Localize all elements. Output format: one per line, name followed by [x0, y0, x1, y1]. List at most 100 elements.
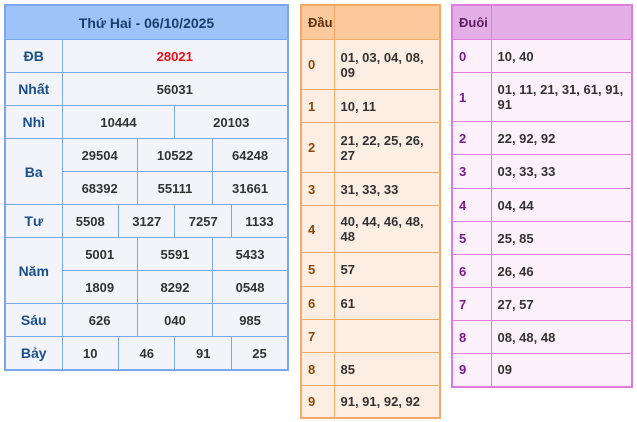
prize-number: 3127 — [117, 204, 176, 238]
prize-number: 10444 — [61, 105, 176, 139]
results-table: Thứ Hai - 06/10/2025 ĐB 28021 Nhất 56031 Nhì… — [4, 4, 289, 371]
dau-digit: 5 — [300, 252, 335, 287]
prize-number: 1133 — [230, 204, 289, 238]
duoi-numbers: 04, 44 — [490, 188, 633, 222]
prize-number: 10 — [61, 336, 119, 371]
duoi-numbers: 26, 46 — [490, 254, 633, 288]
prize-number: 56031 — [61, 72, 289, 106]
dau-digit: 8 — [300, 352, 335, 386]
prize-label: Năm — [4, 237, 63, 304]
prize-row: Năm 5001 5591 5433 — [4, 237, 289, 304]
dau-row: 2 21, 22, 25, 26, 27 — [300, 122, 441, 173]
prize-label: Nhì — [4, 105, 63, 139]
dau-row: 6 61 — [300, 286, 441, 320]
prize-number: 7257 — [174, 204, 232, 238]
duoi-digit: 0 — [451, 39, 492, 73]
dau-numbers: 85 — [333, 352, 441, 386]
prize-number: 5001 — [61, 237, 138, 271]
dau-digit: 6 — [300, 286, 335, 320]
prize-number: 31661 — [212, 171, 289, 205]
prize-row: ĐB 28021 — [4, 39, 289, 73]
dau-numbers: 21, 22, 25, 26, 27 — [333, 122, 441, 173]
prize-label: ĐB — [4, 39, 63, 73]
duoi-digit: 5 — [451, 221, 492, 255]
results-title: Thứ Hai - 06/10/2025 — [4, 4, 289, 40]
prize-number: 25 — [230, 336, 289, 371]
prize-number: 626 — [61, 303, 138, 337]
duoi-row: 8 08, 48, 48 — [451, 320, 633, 354]
duoi-digit: 6 — [451, 254, 492, 288]
prize-number: 29504 — [61, 138, 138, 172]
dau-numbers: 91, 91, 92, 92 — [333, 385, 441, 418]
dau-numbers: 10, 11 — [333, 89, 441, 123]
dau-numbers: 01, 03, 04, 08, 09 — [333, 39, 441, 90]
dau-numbers: 61 — [333, 286, 441, 320]
prize-number: 040 — [136, 303, 214, 337]
duoi-row: 9 09 — [451, 353, 633, 387]
dau-numbers: 57 — [333, 252, 441, 287]
duoi-numbers: 10, 40 — [490, 39, 633, 73]
prize-label: Nhất — [4, 72, 63, 106]
duoi-digit: 3 — [451, 154, 492, 189]
prize-number: 55111 — [136, 171, 214, 205]
dau-row: 8 85 — [300, 352, 441, 386]
dau-numbers: 31, 33, 33 — [333, 172, 441, 206]
prize-row: 68392 55111 31661 — [5, 171, 289, 205]
dau-digit: 7 — [300, 319, 335, 353]
dau-digit: 4 — [300, 205, 335, 253]
duoi-numbers: 03, 33, 33 — [490, 154, 633, 189]
prize-label: Bảy — [4, 336, 63, 371]
prize-label: Tư — [4, 204, 63, 238]
dau-digit: 3 — [300, 172, 335, 206]
prize-number: 20103 — [174, 105, 289, 139]
prize-number: 0548 — [212, 270, 289, 304]
prize-number: 28021 — [61, 39, 289, 73]
dau-digit: 2 — [300, 122, 335, 173]
dau-row: 4 40, 44, 46, 48, 48 — [300, 205, 441, 253]
prize-row: Bảy 10 46 91 25 — [4, 336, 289, 371]
prize-number: 68392 — [61, 171, 138, 205]
duoi-numbers: 25, 85 — [490, 221, 633, 255]
prize-label: Sáu — [4, 303, 63, 337]
dau-header: Đầu — [300, 4, 335, 40]
prize-row: Ba 29504 10522 64248 — [4, 138, 289, 205]
dau-row: 7 — [300, 319, 441, 353]
prize-row: 1809 8292 0548 — [5, 270, 289, 304]
prize-row: Sáu 626 040 985 — [4, 303, 289, 337]
prize-number: 8292 — [136, 270, 214, 304]
duoi-digit: 8 — [451, 320, 492, 354]
prize-number: 64248 — [212, 138, 289, 172]
duoi-header: Đuôi — [451, 4, 492, 40]
duoi-digit: 4 — [451, 188, 492, 222]
duoi-numbers: 27, 57 — [490, 287, 633, 321]
prize-number: 91 — [174, 336, 232, 371]
prize-row: Tư 5508 3127 7257 1133 — [4, 204, 289, 238]
prize-number: 46 — [117, 336, 176, 371]
duoi-numbers: 22, 92, 92 — [490, 121, 633, 155]
prize-label: Ba — [4, 138, 63, 205]
duoi-row: 0 10, 40 — [451, 39, 633, 73]
dau-row: 9 91, 91, 92, 92 — [300, 385, 441, 418]
dau-table: Đầu 0 01, 03, 04, 08, 09 1 10, 11 2 21, 22, 2… — [300, 4, 441, 419]
duoi-row: 1 01, 11, 21, 31, 61, 91, 91 — [451, 72, 633, 122]
duoi-row: 4 04, 44 — [451, 188, 633, 222]
prize-number: 1809 — [61, 270, 138, 304]
duoi-numbers: 08, 48, 48 — [490, 320, 633, 354]
prize-row: Nhất 56031 — [4, 72, 289, 106]
prize-number: 5508 — [61, 204, 119, 238]
duoi-row: 6 26, 46 — [451, 254, 633, 288]
duoi-table: Đuôi 0 10, 40 1 01, 11, 21, 31, 61, 91, 91 2… — [451, 4, 633, 388]
duoi-row: 7 27, 57 — [451, 287, 633, 321]
duoi-row: 3 03, 33, 33 — [451, 154, 633, 189]
duoi-row: 2 22, 92, 92 — [451, 121, 633, 155]
dau-row: 5 57 — [300, 252, 441, 287]
prize-number: 5591 — [136, 237, 214, 271]
duoi-digit: 7 — [451, 287, 492, 321]
prize-number: 10522 — [136, 138, 214, 172]
prize-number: 5433 — [212, 237, 289, 271]
dau-digit: 1 — [300, 89, 335, 123]
duoi-row: 5 25, 85 — [451, 221, 633, 255]
dau-row: 0 01, 03, 04, 08, 09 — [300, 39, 441, 90]
dau-digit: 9 — [300, 385, 335, 418]
duoi-numbers: 09 — [490, 353, 633, 387]
